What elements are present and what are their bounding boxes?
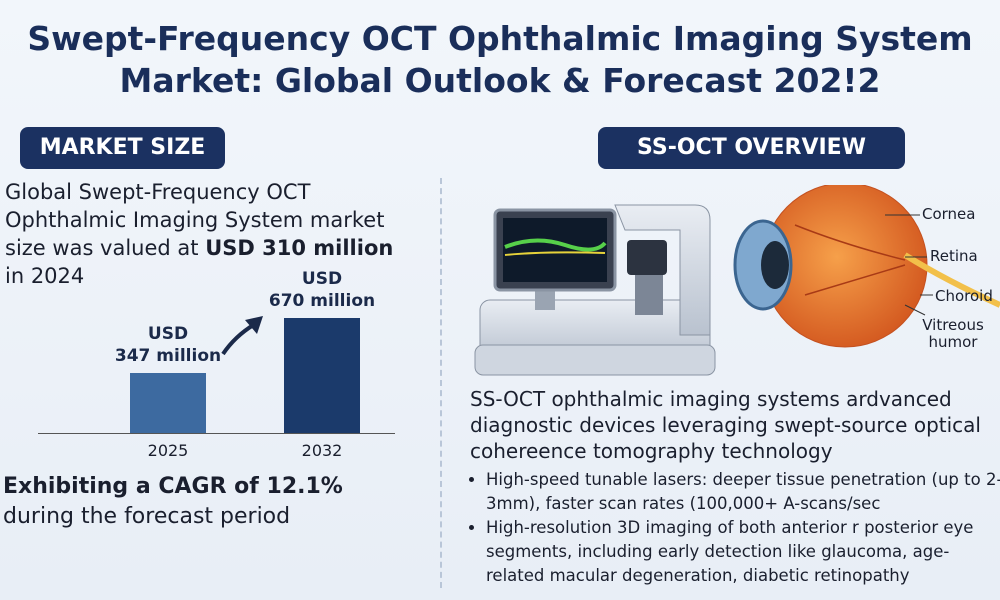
section-heading: SS-OCT OVERVIEW: [598, 127, 905, 169]
growth-arrow: [221, 316, 263, 356]
market-text: Global Swept-Frequency OCT Ophthalmic Im…: [5, 178, 405, 290]
baseline: [38, 433, 395, 434]
x-tick-label: 2025: [147, 441, 189, 460]
overview-text: SS-OCT ophthalmic imaging systems ardvan…: [470, 387, 981, 463]
text: Global Swept-Frequency OCT Ophthalmic Im…: [5, 180, 385, 260]
highlight: USD 310 million: [205, 236, 394, 260]
value-label: USD 670 million: [268, 269, 376, 311]
eye-label: Vitreous humor: [922, 316, 984, 351]
bar-chart: USD 347 million 2025 USD 670 million 2032: [0, 260, 440, 460]
divider: [440, 178, 442, 588]
text: in 2024: [5, 264, 85, 288]
cagr: Exhibiting a CAGR of 12.1%: [3, 474, 343, 499]
bullet: High-resolution 3D imaging of both anter…: [486, 516, 1000, 588]
cagr-text: Exhibiting a CAGR of 12.1% during the for…: [3, 472, 423, 532]
page-title: Swept-Frequency OCT Ophthalmic Imaging S…: [27, 19, 973, 100]
section-heading: MARKET SIZE: [20, 127, 225, 169]
eye-label: Cornea: [922, 205, 976, 223]
bar: [130, 373, 206, 433]
bar: [284, 318, 360, 433]
x-tick-label: 2032: [301, 441, 343, 460]
text: during the forecast period: [3, 504, 291, 529]
bullet-list: High-speed tunable lasers: deeper tissue…: [470, 468, 1000, 588]
value-label: USD 347 million: [114, 324, 222, 367]
bullet: High-speed tunable lasers: deeper tissue…: [486, 468, 1000, 516]
illustration: [474, 185, 1000, 376]
eye-label: Retina: [930, 247, 978, 265]
eye-label: Choroid: [935, 287, 993, 305]
